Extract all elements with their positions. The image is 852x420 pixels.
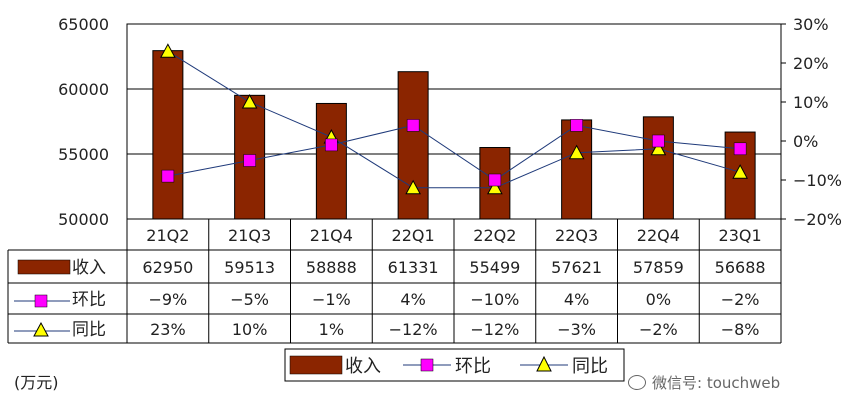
bar-22Q4 xyxy=(642,116,674,220)
point-triangle xyxy=(241,93,258,109)
point-square xyxy=(488,173,502,187)
x-tick-label: 22Q4 xyxy=(637,226,680,245)
table-cell: −12% xyxy=(470,320,519,339)
table-cell: −2% xyxy=(639,320,678,339)
y-left-tick-label: 65000 xyxy=(58,15,109,34)
line-qoq xyxy=(167,124,741,181)
watermark-text: 微信号: touchweb xyxy=(652,374,781,392)
table-cell: 4% xyxy=(564,290,589,309)
x-tick-label: 22Q3 xyxy=(555,226,598,245)
x-tick-label: 22Q2 xyxy=(473,226,516,245)
table-cell: 57859 xyxy=(633,258,684,277)
point-square xyxy=(325,138,338,152)
legend-key-triangle xyxy=(536,355,552,372)
table-cell: 58888 xyxy=(306,258,357,277)
x-tick-label: 22Q1 xyxy=(392,226,435,245)
table-cell: −5% xyxy=(230,290,269,309)
point-triangle xyxy=(160,43,176,58)
x-tick-label: 21Q2 xyxy=(146,226,189,245)
table-cell: −12% xyxy=(389,320,438,339)
point-triangle xyxy=(650,140,667,156)
table-cell: 55499 xyxy=(469,258,520,277)
x-tick-label: 23Q1 xyxy=(719,226,762,245)
table-cell: 1% xyxy=(319,320,344,339)
table-cell: 56688 xyxy=(715,258,766,277)
y-right-tick-label: 30% xyxy=(793,15,829,34)
table-cell: 4% xyxy=(400,290,425,309)
plot-frame xyxy=(126,23,782,220)
bar-21Q4 xyxy=(315,102,347,220)
point-triangle xyxy=(568,144,585,160)
x-tick-label: 21Q4 xyxy=(310,226,353,245)
row-key-triangle xyxy=(33,321,49,337)
point-square xyxy=(652,134,665,148)
table-cell: −10% xyxy=(470,290,519,309)
row-label: 同比 xyxy=(72,320,106,340)
y-right-tick-label: 10% xyxy=(793,93,829,112)
watermark: 微信号: touchweb xyxy=(628,372,780,393)
x-tick-label: 21Q3 xyxy=(228,226,271,245)
bar-21Q2 xyxy=(152,50,184,220)
table-cell: −1% xyxy=(312,290,351,309)
y-right-tick-label: 20% xyxy=(793,54,829,73)
bar-22Q3 xyxy=(561,119,593,220)
legend-label: 同比 xyxy=(572,356,608,377)
y-left-tick-label: 55000 xyxy=(58,145,109,164)
point-triangle xyxy=(487,179,503,195)
table-cell: 57621 xyxy=(551,258,602,277)
unit-label: (万元) xyxy=(14,373,59,392)
y-left-tick-label: 60000 xyxy=(58,80,109,99)
legend-key-square xyxy=(420,358,434,372)
table-cell: 59513 xyxy=(224,258,275,277)
line-yoy xyxy=(167,50,741,189)
legend-label: 收入 xyxy=(345,356,381,377)
table-cell: −2% xyxy=(721,290,760,309)
bar-22Q1 xyxy=(397,71,429,220)
table-cell: −8% xyxy=(721,320,760,339)
table-cell: 10% xyxy=(232,320,268,339)
legend-label: 环比 xyxy=(455,356,491,377)
row-label: 环比 xyxy=(72,290,106,310)
table-cell: 62950 xyxy=(142,258,193,277)
y-right-tick-label: −10% xyxy=(793,171,842,190)
point-square xyxy=(243,154,256,167)
y-right-tick-label: 0% xyxy=(793,132,818,151)
row-key-square xyxy=(34,294,48,308)
point-triangle xyxy=(405,179,421,195)
point-triangle xyxy=(732,164,748,179)
table-cell: 0% xyxy=(646,290,671,309)
point-square xyxy=(733,142,747,156)
table-cell: −9% xyxy=(148,290,187,309)
wechat-icon xyxy=(628,375,646,390)
table-cell: −3% xyxy=(557,320,596,339)
y-right-tick-label: −20% xyxy=(793,210,842,229)
row-key-bar xyxy=(17,259,71,275)
table-cell: 23% xyxy=(150,320,186,339)
point-square xyxy=(406,119,420,132)
point-square xyxy=(161,169,175,183)
row-label: 收入 xyxy=(72,258,106,278)
point-square xyxy=(570,119,583,132)
table-cell: 61331 xyxy=(388,258,439,277)
legend-key-bar xyxy=(289,355,343,375)
y-left-tick-label: 50000 xyxy=(58,210,109,229)
